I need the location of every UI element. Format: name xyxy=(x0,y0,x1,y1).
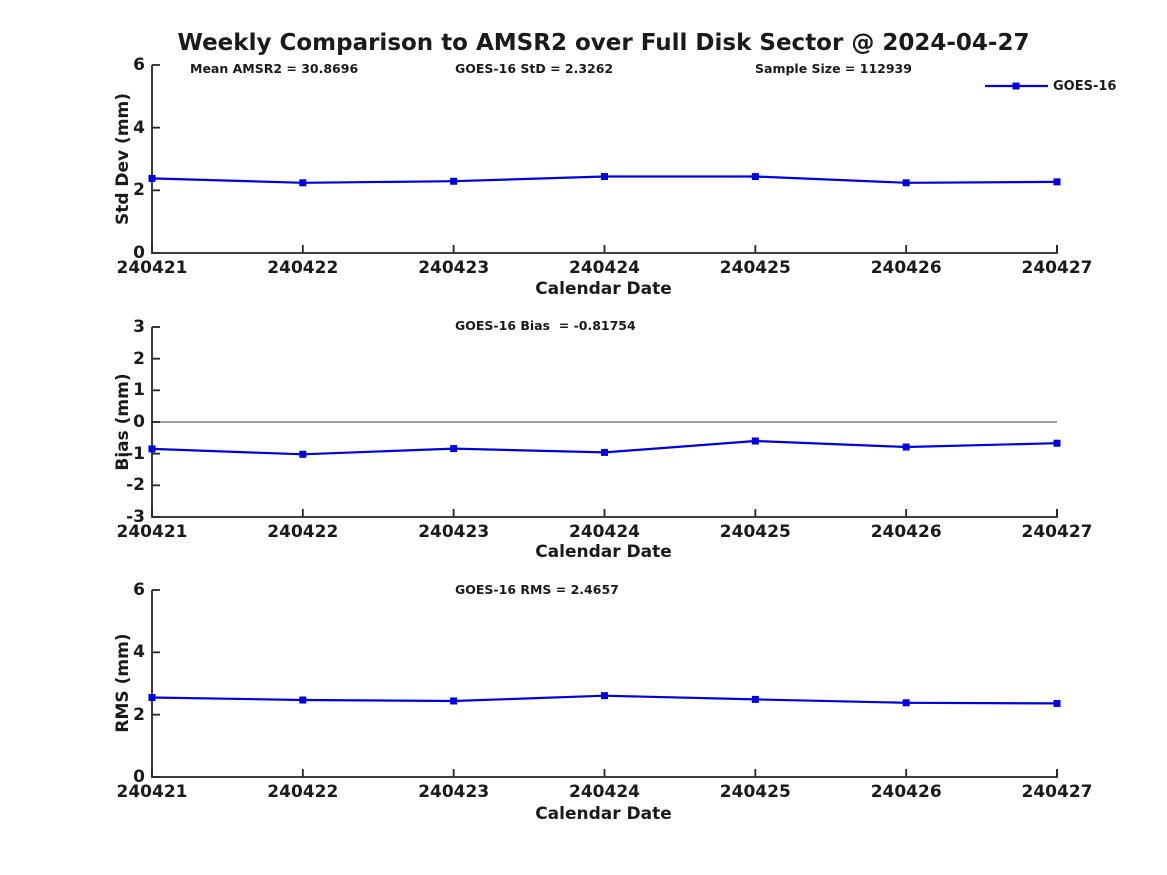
x-tick-label: 240423 xyxy=(418,782,490,802)
x-tick-label: 240424 xyxy=(569,782,640,802)
y-tick-label: 6 xyxy=(133,580,145,600)
y-tick-label: -3 xyxy=(126,507,145,527)
goes16-rms-annotation: GOES-16 RMS = 2.4657 xyxy=(455,582,619,597)
data-point-marker xyxy=(751,695,759,703)
data-point-marker xyxy=(148,694,156,702)
data-point-marker xyxy=(601,448,608,456)
data-point-marker xyxy=(1053,178,1061,186)
data-point-marker xyxy=(450,445,458,453)
figure-title: Weekly Comparison to AMSR2 over Full Dis… xyxy=(177,30,1030,56)
y-tick-label: 0 xyxy=(133,767,145,787)
x-tick-label: 240426 xyxy=(870,258,942,278)
x-tick-label: 240426 xyxy=(870,782,942,802)
data-point-marker xyxy=(902,699,910,707)
data-point-marker xyxy=(299,696,307,704)
y-tick-label: 0 xyxy=(133,412,145,432)
y-tick-label: -2 xyxy=(126,475,145,496)
legend-marker xyxy=(1012,82,1020,90)
x-tick-label: 240425 xyxy=(719,258,791,278)
std-dev-x-axis-label: Calendar Date xyxy=(535,279,672,299)
x-tick-label: 240421 xyxy=(116,522,188,542)
x-tick-label: 240427 xyxy=(1021,522,1093,542)
std-dev-y-axis-label: Std Dev (mm) xyxy=(113,92,133,226)
y-tick-label: 0 xyxy=(133,243,145,263)
x-tick-label: 240423 xyxy=(418,258,490,278)
data-point-marker xyxy=(601,692,608,700)
x-tick-label: 240422 xyxy=(267,522,339,542)
x-tick-label: 240421 xyxy=(116,258,188,278)
goes16-std-annotation: GOES-16 StD = 2.3262 xyxy=(455,61,614,76)
legend-entry-goes16: GOES-16 xyxy=(1053,79,1117,94)
data-point-marker xyxy=(1053,699,1061,707)
x-tick-label: 240425 xyxy=(719,522,791,542)
x-tick-label: 240427 xyxy=(1021,258,1093,278)
data-point-marker xyxy=(299,450,307,458)
y-tick-label: 6 xyxy=(133,55,145,75)
data-point-marker xyxy=(299,179,307,187)
x-tick-label: 240426 xyxy=(870,522,942,542)
rms-x-axis-label: Calendar Date xyxy=(535,804,672,824)
axis-lines xyxy=(151,590,1058,778)
data-point-marker xyxy=(450,177,458,185)
std-dev-panel xyxy=(148,64,1061,254)
rms-panel xyxy=(148,589,1061,778)
x-tick-label: 240427 xyxy=(1021,782,1093,802)
axis-lines xyxy=(151,65,1058,254)
data-point-marker xyxy=(148,174,156,182)
y-tick-label: 4 xyxy=(133,642,145,663)
sample-size-annotation: Sample Size = 112939 xyxy=(755,61,912,76)
y-tick-label: 3 xyxy=(133,317,145,337)
data-point-marker xyxy=(1053,439,1061,447)
mean-amsr2-annotation: Mean AMSR2 = 30.8696 xyxy=(190,61,359,76)
data-point-marker xyxy=(450,697,458,705)
y-tick-label: -1 xyxy=(126,443,145,464)
data-point-marker xyxy=(751,437,759,445)
bias-x-axis-label: Calendar Date xyxy=(535,542,672,562)
x-tick-label: 240425 xyxy=(719,782,791,802)
y-tick-label: 2 xyxy=(133,180,145,201)
legend-sample xyxy=(985,82,1048,90)
y-tick-label: 2 xyxy=(133,348,145,369)
x-tick-label: 240422 xyxy=(267,782,339,802)
bias-panel xyxy=(148,326,1061,518)
y-tick-label: 4 xyxy=(133,117,145,138)
x-tick-label: 240424 xyxy=(569,522,640,542)
x-tick-label: 240423 xyxy=(418,522,490,542)
x-tick-label: 240424 xyxy=(569,258,640,278)
x-tick-label: 240422 xyxy=(267,258,339,278)
x-tick-label: 240421 xyxy=(116,782,188,802)
data-point-marker xyxy=(751,173,759,181)
data-point-marker xyxy=(148,445,156,453)
data-point-marker xyxy=(601,173,608,181)
data-point-marker xyxy=(902,179,910,187)
y-tick-label: 2 xyxy=(133,704,145,725)
goes16-bias-annotation: GOES-16 Bias = -0.81754 xyxy=(455,318,636,333)
y-tick-label: 1 xyxy=(133,380,145,401)
data-point-marker xyxy=(902,443,910,451)
